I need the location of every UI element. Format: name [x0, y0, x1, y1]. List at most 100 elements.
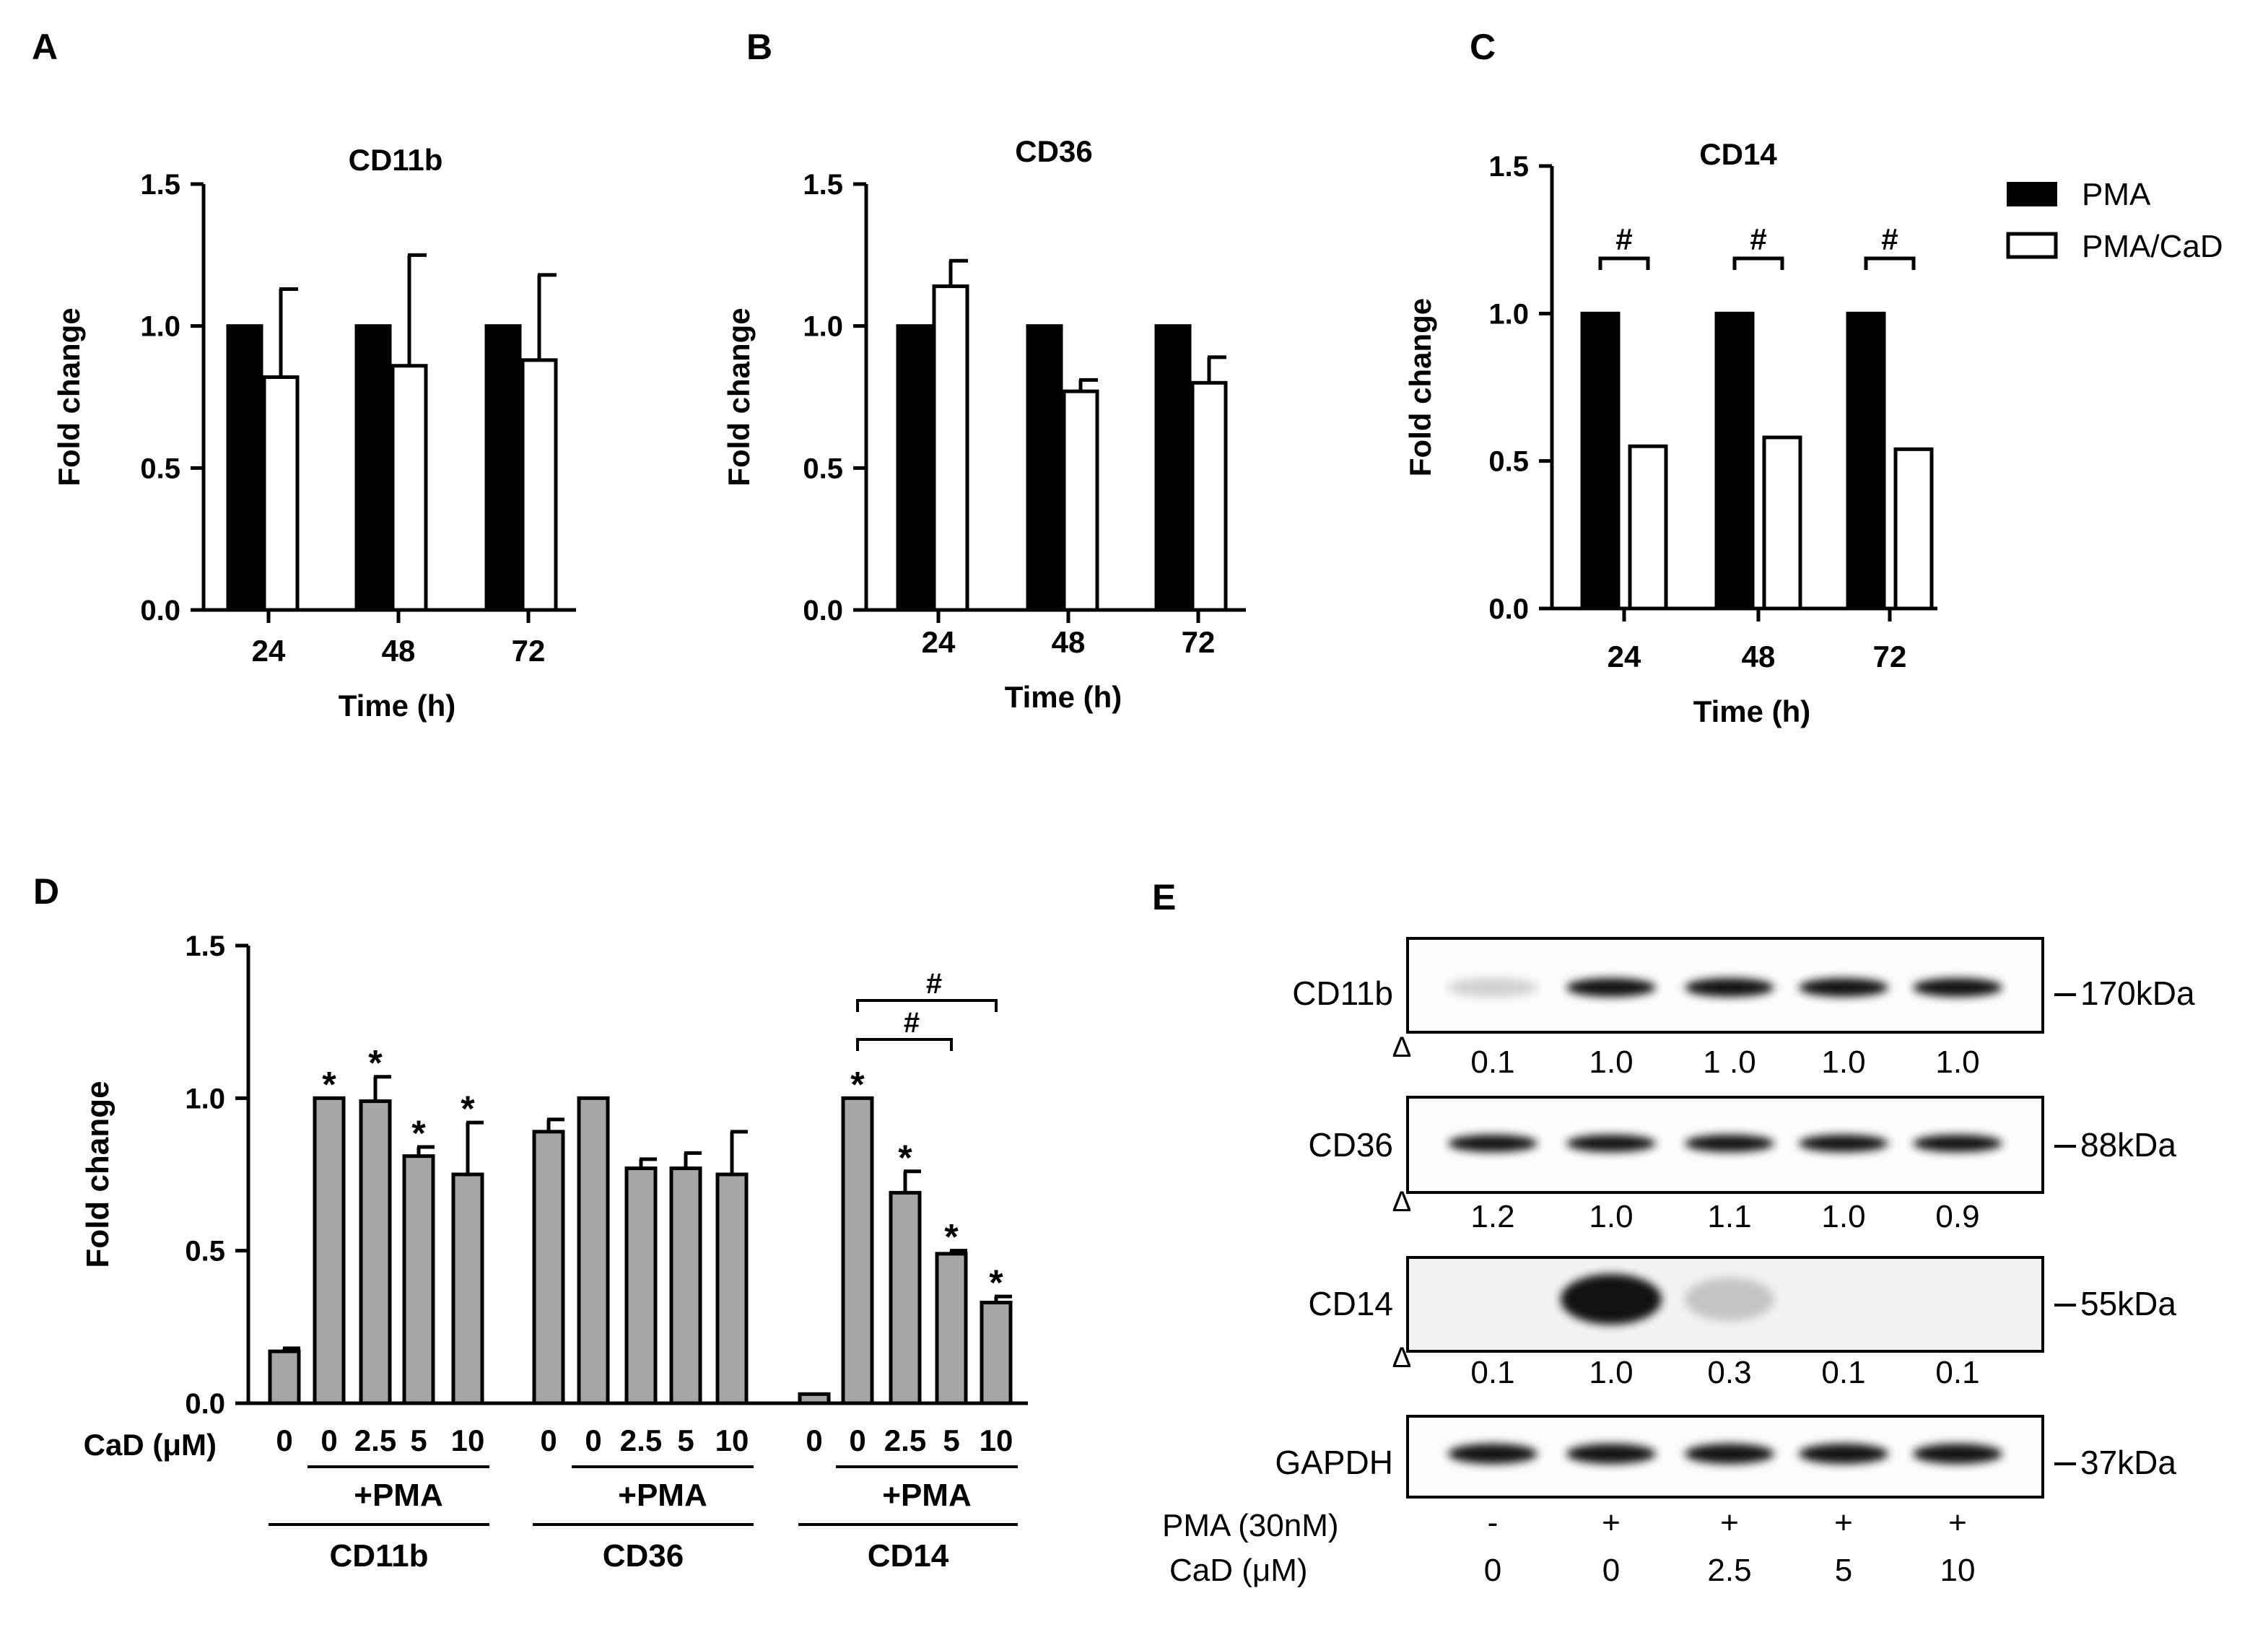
- y-tick-label: 1.5: [140, 169, 180, 201]
- marker-size: 37kDa: [2080, 1444, 2176, 1481]
- blot-band: [1685, 978, 1774, 997]
- bar-pma-cad: [1062, 389, 1099, 612]
- pma-value: +: [1602, 1505, 1621, 1540]
- blot-band: [1913, 1135, 2002, 1152]
- pma-label: +PMA: [354, 1478, 442, 1513]
- significance-bracket: [1732, 256, 1784, 270]
- bar-cd11b: [451, 1172, 484, 1405]
- significance-star: *: [989, 1262, 1003, 1303]
- bar-pma: [1714, 311, 1755, 611]
- significance-star: *: [322, 1064, 336, 1104]
- y-tick-label: 1.0: [140, 311, 180, 343]
- densitometry-value: 0.1: [1935, 1355, 1979, 1390]
- cad-value: 2.5: [1707, 1553, 1751, 1588]
- blot-label: CD14: [1308, 1285, 1393, 1322]
- y-tick-label: 1.5: [185, 930, 225, 962]
- pma-value: -: [1488, 1505, 1499, 1540]
- legend: PMA PMA/CaD: [2006, 177, 2223, 264]
- bar-cd36: [715, 1172, 749, 1405]
- dose-label: 5: [410, 1423, 427, 1457]
- x-tick-label: 24: [252, 634, 286, 668]
- densitometry-value: 1.0: [1821, 1044, 1865, 1080]
- bar-cd11b: [313, 1096, 346, 1405]
- bar-pma: [484, 324, 522, 612]
- pma-label: +PMA: [882, 1478, 971, 1513]
- dose-label: 10: [715, 1423, 749, 1457]
- cad-value: 0: [1484, 1553, 1501, 1588]
- dose-label: 0: [540, 1423, 557, 1457]
- panel-letter-e: E: [1152, 877, 1176, 917]
- bar-cd14: [980, 1301, 1013, 1405]
- bar-pma: [1580, 311, 1621, 611]
- panel-letter-c: C: [1470, 27, 1496, 67]
- pma-label: +PMA: [618, 1478, 707, 1513]
- blot-band: [1685, 1135, 1774, 1152]
- blot-band: [1566, 978, 1656, 997]
- y-tick-label: 1.0: [1488, 298, 1529, 330]
- significance-star: *: [944, 1217, 959, 1257]
- x-tick-label: 24: [1608, 640, 1641, 673]
- panel-letter-d: D: [33, 871, 59, 912]
- legend-swatch-pma: [2007, 182, 2057, 206]
- legend-label-pma-cad: PMA/CaD: [2082, 229, 2223, 264]
- y-tick-label: 0.0: [803, 595, 843, 627]
- densitometry-value: 1.0: [1589, 1355, 1633, 1390]
- chart-title: CD11b: [349, 143, 443, 177]
- bar-cd11b: [268, 1349, 301, 1405]
- dose-label: 2.5: [354, 1423, 396, 1457]
- panel-letter-b: B: [746, 27, 772, 67]
- blot-label: CD36: [1308, 1126, 1393, 1164]
- densitometry-value: 0.1: [1470, 1355, 1514, 1390]
- dose-label: 2.5: [884, 1423, 926, 1457]
- cad-value: 5: [1835, 1553, 1852, 1588]
- cad-value: 0: [1602, 1553, 1620, 1588]
- blot-band: [1799, 1444, 1888, 1464]
- chart-title: CD14: [1699, 137, 1777, 171]
- blot-band: [1561, 1274, 1662, 1325]
- bar-pma-cad: [391, 364, 428, 612]
- y-tick-label: 0.5: [803, 453, 843, 484]
- bar-cd14: [841, 1096, 874, 1405]
- pma-row-label: PMA (30nM): [1162, 1508, 1339, 1543]
- blot-band: [1913, 1444, 2002, 1464]
- x-tick-label: 72: [512, 634, 546, 668]
- dose-label: 0: [806, 1423, 822, 1457]
- x-axis-label: Time (h): [1005, 680, 1122, 714]
- y-tick-label: 0.5: [185, 1236, 225, 1268]
- blot-band: [1799, 1135, 1888, 1152]
- y-axis-label: Fold change: [722, 308, 756, 486]
- legend-swatch-pma-cad: [2006, 232, 2058, 259]
- y-axis-label: Fold change: [52, 308, 86, 486]
- delta-symbol: Δ: [1392, 1342, 1412, 1374]
- delta-symbol: Δ: [1392, 1031, 1412, 1063]
- bar-pma-cad: [1762, 435, 1802, 611]
- y-axis-label: Fold change: [1403, 298, 1437, 476]
- x-tick-label: 72: [1182, 625, 1216, 659]
- blot-band: [1448, 978, 1538, 997]
- y-axis-label: Fold change: [80, 1081, 115, 1268]
- blot-label: CD11b: [1292, 974, 1393, 1012]
- bar-pma: [226, 324, 263, 612]
- x-tick-label: 72: [1873, 640, 1907, 673]
- panel-e-western-blot: CD11b 170kDa Δ 0.1 1.0 1 .0 1.0 1.0 CD36 88kDa Δ 1.…: [1162, 937, 2195, 1588]
- blot-band: [1685, 1278, 1774, 1321]
- x-axis-label: Time (h): [339, 689, 456, 723]
- bar-pma-cad: [1628, 444, 1668, 611]
- y-tick-label: 1.0: [803, 311, 843, 343]
- bar-pma-cad: [1190, 380, 1228, 612]
- chart-title: CD36: [1015, 134, 1092, 168]
- densitometry-value: 1.0: [1589, 1199, 1633, 1234]
- significance-star: *: [850, 1064, 865, 1104]
- legend-label-pma: PMA: [2082, 177, 2151, 212]
- bar-pma-cad: [1893, 447, 1934, 611]
- bar-pma: [1154, 324, 1192, 612]
- pma-value: +: [1834, 1505, 1853, 1540]
- significance-bracket: [1598, 256, 1650, 270]
- blot-band: [1566, 1135, 1656, 1152]
- densitometry-value: 0.9: [1935, 1199, 1979, 1234]
- significance-star: *: [461, 1089, 475, 1129]
- panel-letter-a: A: [32, 27, 58, 67]
- significance-bracket: [1864, 256, 1916, 270]
- panel-b: CD36 Fold change 0.0 0.5 1.0 1.5 24 48 72 Time (h…: [722, 134, 1246, 714]
- significance-star: *: [368, 1043, 383, 1083]
